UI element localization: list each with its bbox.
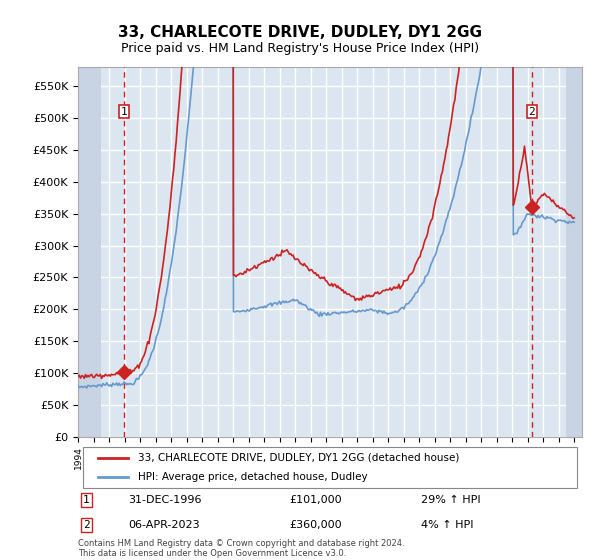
Text: 33, CHARLECOTE DRIVE, DUDLEY, DY1 2GG (detached house): 33, CHARLECOTE DRIVE, DUDLEY, DY1 2GG (d… — [139, 452, 460, 463]
Text: £360,000: £360,000 — [290, 520, 343, 530]
Text: Contains HM Land Registry data © Crown copyright and database right 2024.
This d: Contains HM Land Registry data © Crown c… — [78, 539, 404, 558]
Text: 06-APR-2023: 06-APR-2023 — [128, 520, 200, 530]
Text: 2: 2 — [529, 106, 535, 116]
Text: Price paid vs. HM Land Registry's House Price Index (HPI): Price paid vs. HM Land Registry's House … — [121, 42, 479, 55]
Text: 4% ↑ HPI: 4% ↑ HPI — [421, 520, 473, 530]
Text: 1: 1 — [121, 106, 128, 116]
Text: 33, CHARLECOTE DRIVE, DUDLEY, DY1 2GG: 33, CHARLECOTE DRIVE, DUDLEY, DY1 2GG — [118, 25, 482, 40]
Text: 31-DEC-1996: 31-DEC-1996 — [128, 495, 202, 505]
Text: HPI: Average price, detached house, Dudley: HPI: Average price, detached house, Dudl… — [139, 473, 368, 483]
Text: 1: 1 — [83, 495, 90, 505]
FancyBboxPatch shape — [83, 447, 577, 488]
Text: £101,000: £101,000 — [290, 495, 343, 505]
Text: 2: 2 — [83, 520, 90, 530]
Text: 29% ↑ HPI: 29% ↑ HPI — [421, 495, 481, 505]
